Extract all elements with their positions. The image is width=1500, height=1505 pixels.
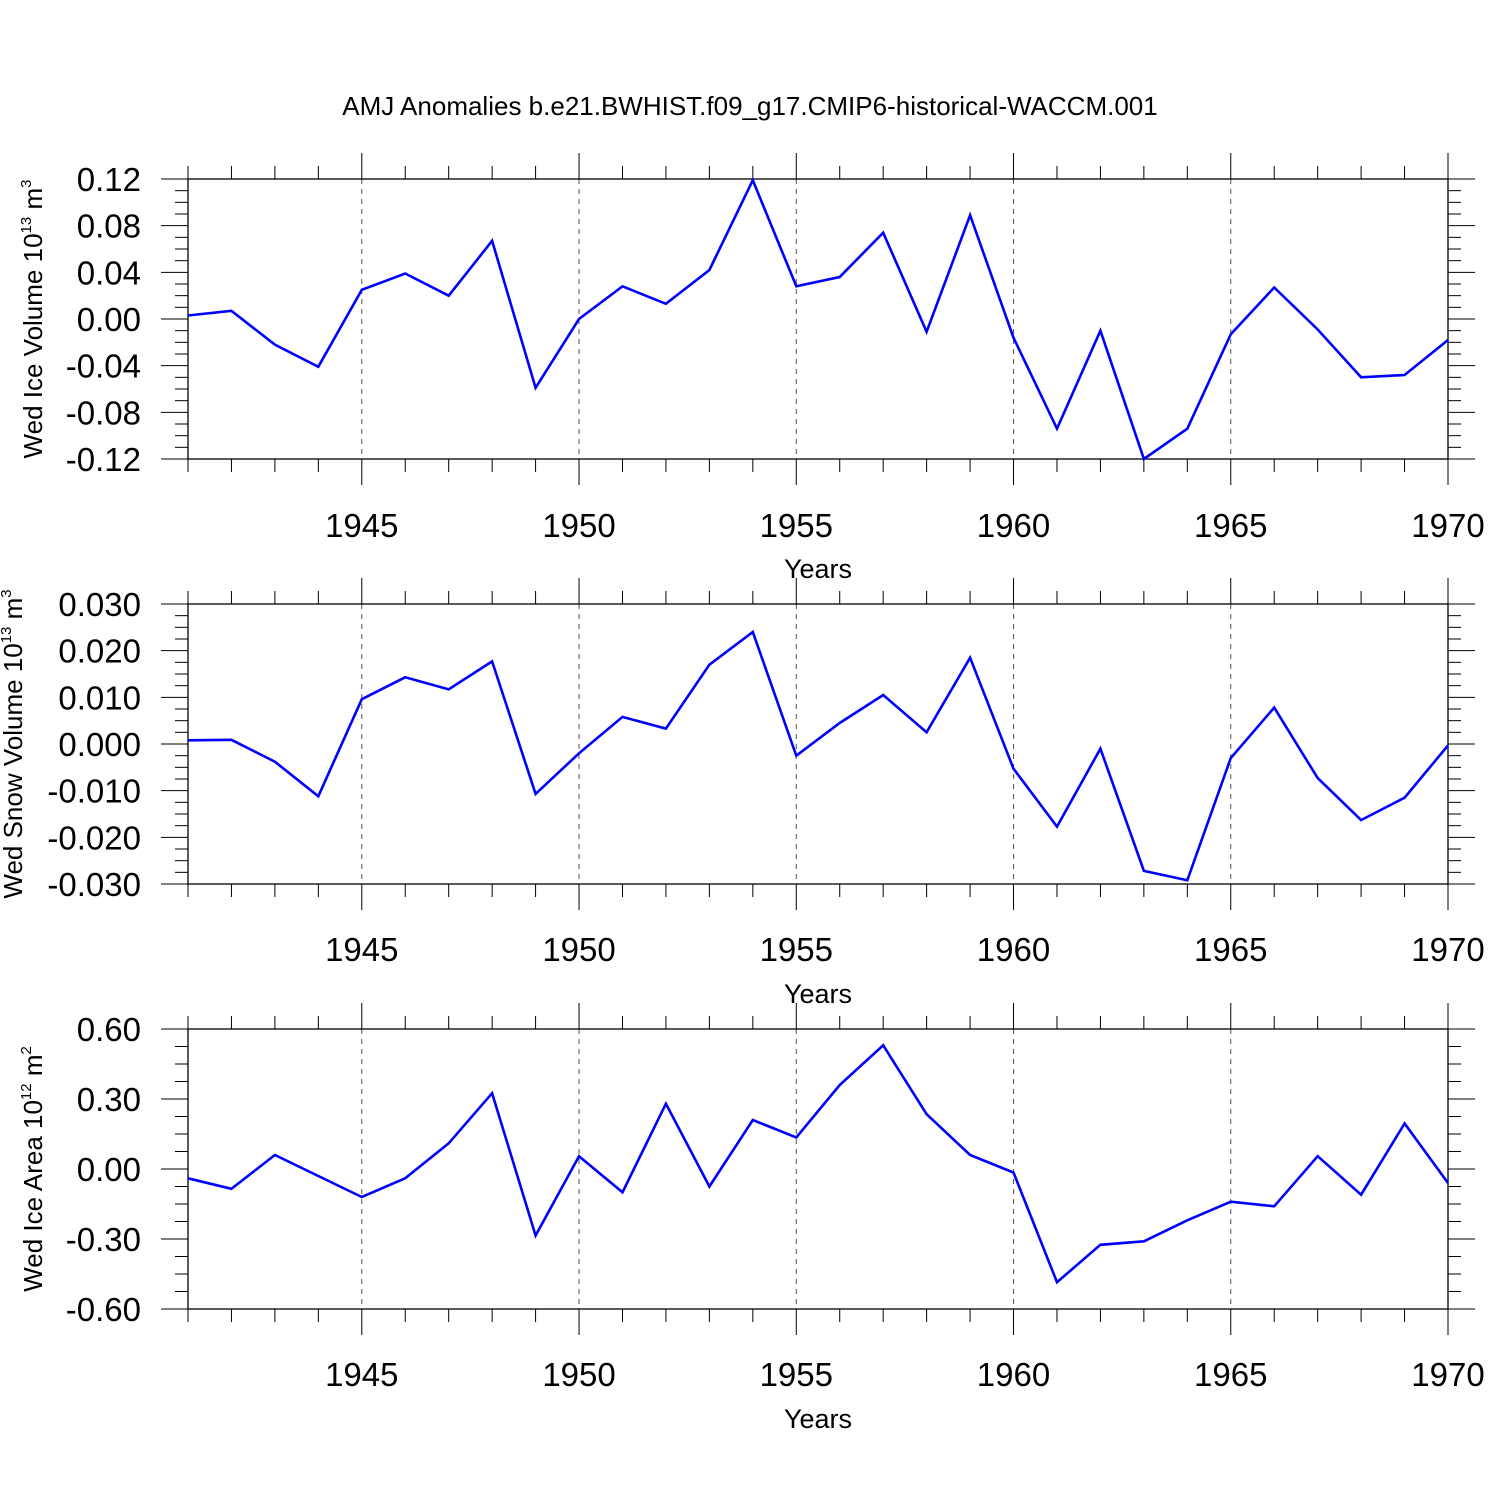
- y-axis-label: Wed Ice Volume 1013 m3: [18, 180, 48, 459]
- x-tick-label: 1945: [325, 931, 398, 968]
- y-tick-label: 0.08: [77, 208, 141, 245]
- x-tick-label: 1960: [977, 1356, 1050, 1393]
- y-tick-label: 0.000: [58, 726, 141, 763]
- panel-3: -0.60 -0.30 0.00 0.30 0.60 1945 1950 1955 1960 19…: [18, 1003, 1485, 1434]
- y-tick-label: -0.30: [66, 1221, 141, 1258]
- x-tick-label: 1965: [1194, 931, 1267, 968]
- y-tick-label: -0.010: [47, 773, 141, 810]
- y-axis-label: Wed Ice Area 1012 m2: [18, 1046, 48, 1292]
- y-tick-label: -0.08: [66, 394, 141, 431]
- plot-frame: [188, 179, 1448, 459]
- plot-frame: [188, 1029, 1448, 1309]
- x-tick-label: 1965: [1194, 507, 1267, 544]
- plot-frame: [188, 604, 1448, 884]
- chart-title: AMJ Anomalies b.e21.BWHIST.f09_g17.CMIP6…: [342, 91, 1157, 121]
- series-line: [188, 180, 1448, 459]
- y-tick-label: 0.60: [77, 1011, 141, 1048]
- y-tick-label: 0.00: [77, 301, 141, 338]
- x-tick-label: 1955: [760, 931, 833, 968]
- series-line: [188, 632, 1448, 880]
- y-tick-label: -0.04: [66, 348, 141, 385]
- x-axis-label: Years: [784, 554, 852, 584]
- x-tick-label: 1950: [542, 931, 615, 968]
- x-axis-label: Years: [784, 1404, 852, 1434]
- y-tick-label: 0.020: [58, 633, 141, 670]
- panel-2: -0.030 -0.020 -0.010 0.000 0.010 0.020 0.030 19…: [0, 578, 1485, 1009]
- y-tick-label: 0.12: [77, 161, 141, 198]
- x-tick-label: 1950: [542, 1356, 615, 1393]
- x-tick-label: 1970: [1411, 1356, 1484, 1393]
- y-tick-label: -0.020: [47, 819, 141, 856]
- y-tick-label: 0.030: [58, 586, 141, 623]
- series-line: [188, 1045, 1448, 1282]
- y-tick-label: 0.04: [77, 254, 141, 291]
- x-tick-label: 1955: [760, 1356, 833, 1393]
- x-tick-label: 1970: [1411, 507, 1484, 544]
- y-tick-label: -0.030: [47, 866, 141, 903]
- y-axis-label: Wed Snow Volume 1013 m3: [0, 589, 28, 898]
- x-tick-label: 1945: [325, 507, 398, 544]
- x-tick-label: 1960: [977, 507, 1050, 544]
- x-tick-label: 1960: [977, 931, 1050, 968]
- x-tick-label: 1950: [542, 507, 615, 544]
- y-tick-label: -0.12: [66, 441, 141, 478]
- x-tick-label: 1945: [325, 1356, 398, 1393]
- y-tick-label: 0.00: [77, 1151, 141, 1188]
- y-tick-label: 0.010: [58, 679, 141, 716]
- x-tick-label: 1965: [1194, 1356, 1267, 1393]
- x-axis-label: Years: [784, 979, 852, 1009]
- x-tick-label: 1970: [1411, 931, 1484, 968]
- panel-1: -0.12 -0.08 -0.04 0.00 0.04 0.08 0.12 1945 1950 1…: [18, 153, 1485, 584]
- x-tick-label: 1955: [760, 507, 833, 544]
- y-tick-label: 0.30: [77, 1081, 141, 1118]
- y-tick-label: -0.60: [66, 1291, 141, 1328]
